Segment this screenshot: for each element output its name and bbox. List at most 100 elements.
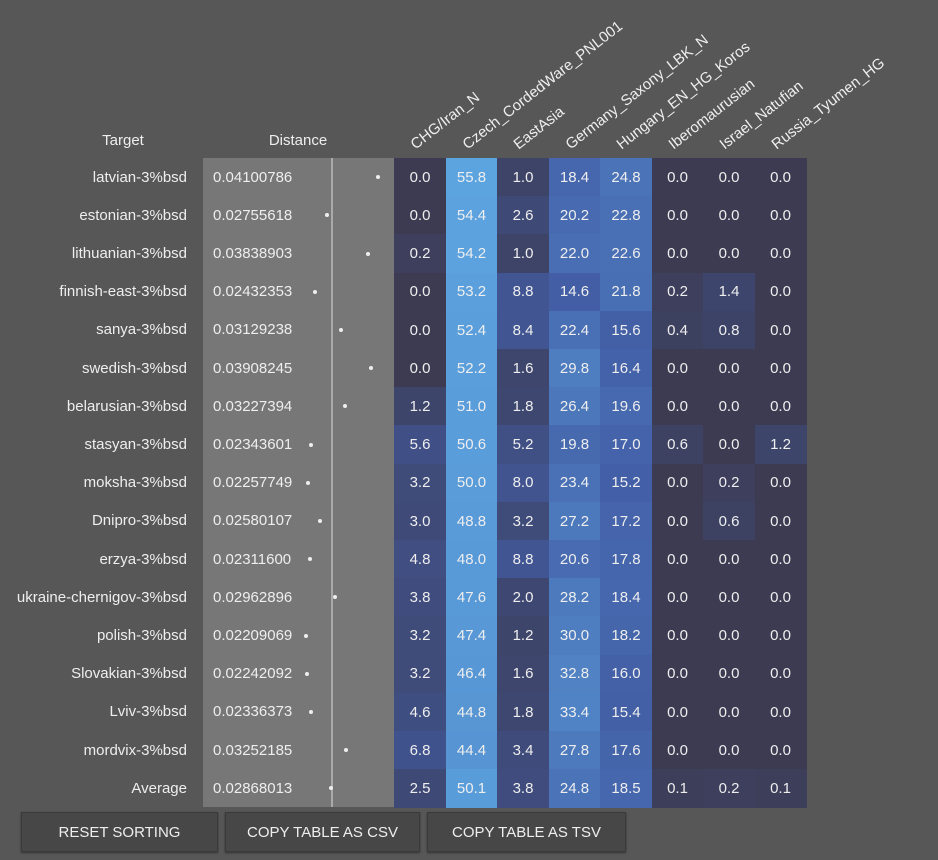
button[interactable]: COPY TABLE AS TSV — [427, 812, 626, 852]
heat-cell: 0.0 — [394, 196, 446, 235]
heat-cell: 0.8 — [703, 310, 755, 350]
heat-cell: 0.6 — [703, 501, 755, 541]
heat-cell: 3.2 — [497, 501, 549, 541]
row-target: latvian-3%bsd — [92, 168, 187, 186]
row-target: Slovakian-3%bsd — [71, 665, 187, 683]
distance-dot — [308, 557, 313, 562]
heat-cell: 0.0 — [754, 616, 807, 656]
distance-dot — [366, 251, 371, 256]
heat-cell: 3.8 — [497, 769, 549, 808]
distance-dot — [339, 327, 344, 332]
distance-dot — [304, 633, 309, 638]
heat-cell: 26.4 — [548, 387, 601, 426]
heat-cell: 47.4 — [445, 616, 498, 656]
row-distance: 0.02962896 — [213, 588, 293, 606]
heat-cell: 46.4 — [445, 654, 498, 694]
heat-cell: 4.6 — [394, 692, 446, 732]
heat-cell: 30.0 — [548, 616, 601, 656]
row-distance: 0.03908245 — [213, 359, 293, 377]
heat-cell: 0.0 — [754, 158, 807, 197]
row-target: Average — [131, 779, 187, 797]
distance-dot — [305, 671, 310, 676]
row-target: sanya-3%bsd — [96, 321, 187, 339]
heat-cell: 23.4 — [548, 463, 601, 503]
header-target: Target — [102, 132, 144, 149]
row-distance: 0.03838903 — [213, 244, 293, 262]
heat-cell: 15.4 — [600, 692, 652, 732]
row-target: swedish-3%bsd — [81, 359, 187, 377]
heat-cell: 27.2 — [548, 501, 601, 541]
row-target: lithuanian-3%bsd — [71, 244, 187, 262]
heat-cell: 0.0 — [394, 349, 446, 388]
heat-cell: 0.0 — [651, 387, 704, 426]
button[interactable]: COPY TABLE AS CSV — [225, 812, 420, 852]
heat-cell: 0.0 — [703, 616, 755, 656]
heat-cell: 17.0 — [600, 425, 652, 465]
heat-cell: 22.4 — [548, 310, 601, 350]
heat-cell: 0.0 — [651, 616, 704, 656]
heat-cell: 18.4 — [600, 578, 652, 617]
heat-cell: 0.0 — [703, 540, 755, 579]
heat-cell: 8.8 — [497, 272, 549, 312]
heat-cell: 8.0 — [497, 463, 549, 503]
heat-cell: 1.0 — [497, 158, 549, 197]
row-distance: 0.02580107 — [213, 512, 293, 530]
heat-cell: 33.4 — [548, 692, 601, 732]
heat-cell: 0.0 — [754, 272, 807, 312]
heat-cell: 1.6 — [497, 349, 549, 388]
heat-cell: 5.2 — [497, 425, 549, 465]
heat-cell: 18.5 — [600, 769, 652, 808]
heat-cell: 51.0 — [445, 387, 498, 426]
heat-cell: 53.2 — [445, 272, 498, 312]
heat-cell: 8.8 — [497, 540, 549, 579]
heat-cell: 0.2 — [703, 463, 755, 503]
heat-cell: 18.4 — [548, 158, 601, 197]
heat-cell: 1.2 — [754, 425, 807, 465]
row-distance: 0.03129238 — [213, 321, 293, 339]
heat-cell: 1.8 — [497, 692, 549, 732]
heat-cell: 44.8 — [445, 692, 498, 732]
heat-cell: 1.2 — [497, 616, 549, 656]
heat-cell: 0.0 — [651, 654, 704, 694]
row-target: erzya-3%bsd — [99, 550, 187, 568]
heat-cell: 0.0 — [754, 501, 807, 541]
heat-cell: 28.2 — [548, 578, 601, 617]
heat-cell: 1.2 — [394, 387, 446, 426]
heat-cell: 54.2 — [445, 234, 498, 274]
heat-cell: 24.8 — [548, 769, 601, 808]
heat-cell: 0.0 — [651, 234, 704, 274]
heat-cell: 52.4 — [445, 310, 498, 350]
heat-cell: 55.8 — [445, 158, 498, 197]
heat-cell: 48.8 — [445, 501, 498, 541]
heat-cell: 22.8 — [600, 196, 652, 235]
distance-dot — [318, 518, 323, 523]
row-target: mordvix-3%bsd — [83, 741, 187, 759]
heat-cell: 0.0 — [651, 692, 704, 732]
heat-cell: 6.8 — [394, 731, 446, 770]
row-distance: 0.02257749 — [213, 474, 293, 492]
heat-cell: 32.8 — [548, 654, 601, 694]
heat-cell: 0.0 — [394, 158, 446, 197]
heat-cell: 50.6 — [445, 425, 498, 465]
heat-cell: 0.0 — [651, 540, 704, 579]
button[interactable]: RESET SORTING — [21, 812, 218, 852]
heat-cell: 0.0 — [754, 692, 807, 732]
heat-cell: 0.1 — [651, 769, 704, 808]
row-distance: 0.02209069 — [213, 626, 293, 644]
heat-cell: 22.6 — [600, 234, 652, 274]
heat-cell: 22.0 — [548, 234, 601, 274]
distance-column — [203, 158, 394, 808]
distance-dot — [343, 748, 348, 753]
row-distance: 0.02242092 — [213, 665, 293, 683]
row-target: polish-3%bsd — [96, 626, 187, 644]
row-target: stasyan-3%bsd — [84, 435, 187, 453]
heat-cell: 0.0 — [394, 272, 446, 312]
heat-cell: 0.0 — [754, 310, 807, 350]
heat-cell: 2.5 — [394, 769, 446, 808]
heat-cell: 0.0 — [754, 234, 807, 274]
heat-cell: 3.2 — [394, 654, 446, 694]
heat-cell: 0.0 — [651, 196, 704, 235]
distance-dot — [324, 213, 329, 218]
heat-cell: 0.0 — [651, 501, 704, 541]
